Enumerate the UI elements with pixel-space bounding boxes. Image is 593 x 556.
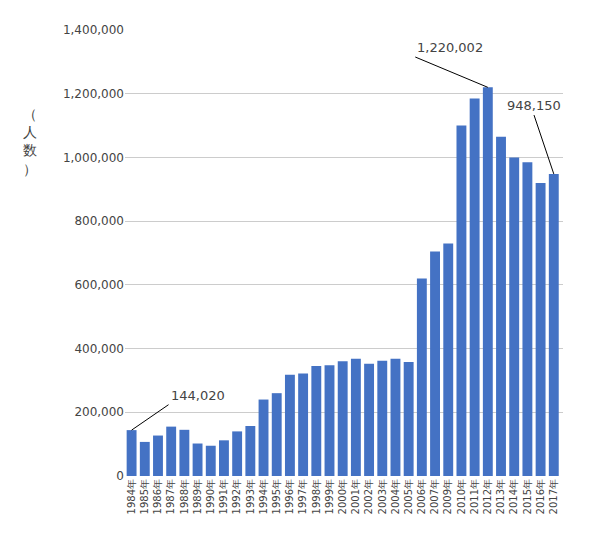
svg-text:2000年: 2000年 — [337, 479, 348, 514]
svg-text:1990年: 1990年 — [205, 479, 216, 514]
svg-text:600,000: 600,000 — [74, 278, 124, 292]
svg-text:400,000: 400,000 — [74, 342, 124, 356]
svg-text:800,000: 800,000 — [74, 214, 124, 228]
svg-text:2012年: 2012年 — [482, 479, 493, 514]
svg-text:1,220,002: 1,220,002 — [417, 40, 483, 55]
svg-text:2005年: 2005年 — [403, 479, 414, 514]
svg-text:2015年: 2015年 — [522, 479, 533, 514]
svg-text:1995年: 1995年 — [271, 479, 282, 514]
svg-text:1994年: 1994年 — [258, 479, 269, 514]
svg-text:2004年: 2004年 — [390, 479, 401, 514]
svg-text:1,400,000: 1,400,000 — [63, 23, 124, 37]
svg-text:2013年: 2013年 — [495, 479, 506, 514]
svg-text:2017年: 2017年 — [548, 479, 559, 514]
svg-text:1985年: 1985年 — [139, 479, 150, 514]
svg-text:200,000: 200,000 — [74, 405, 124, 419]
svg-text:1992年: 1992年 — [231, 479, 242, 514]
svg-text:1993年: 1993年 — [245, 479, 256, 514]
svg-text:2002年: 2002年 — [363, 479, 374, 514]
svg-text:144,020: 144,020 — [171, 388, 225, 403]
svg-text:（人数）: （人数） — [23, 106, 37, 177]
svg-text:2003年: 2003年 — [377, 479, 388, 514]
svg-text:1987年: 1987年 — [165, 479, 176, 514]
svg-text:1989年: 1989年 — [192, 479, 203, 514]
svg-text:1991年: 1991年 — [218, 479, 229, 514]
svg-text:1984年: 1984年 — [126, 479, 137, 514]
svg-text:2011年: 2011年 — [469, 479, 480, 514]
svg-text:1997年: 1997年 — [297, 479, 308, 514]
svg-text:2010年: 2010年 — [456, 479, 467, 514]
svg-text:1988年: 1988年 — [179, 479, 190, 514]
svg-text:2009年: 2009年 — [442, 479, 453, 514]
svg-text:1996年: 1996年 — [284, 479, 295, 514]
svg-text:2001年: 2001年 — [350, 479, 361, 514]
svg-text:1998年: 1998年 — [311, 479, 322, 514]
svg-text:2007年: 2007年 — [429, 479, 440, 514]
svg-text:2014年: 2014年 — [508, 479, 519, 514]
svg-text:948,150: 948,150 — [507, 98, 561, 113]
svg-text:1,200,000: 1,200,000 — [63, 87, 124, 101]
svg-text:1986年: 1986年 — [152, 479, 163, 514]
svg-text:2016年: 2016年 — [535, 479, 546, 514]
svg-text:1999年: 1999年 — [324, 479, 335, 514]
svg-text:2006年: 2006年 — [416, 479, 427, 514]
svg-text:1,000,000: 1,000,000 — [63, 151, 124, 165]
svg-text:0: 0 — [116, 469, 124, 483]
